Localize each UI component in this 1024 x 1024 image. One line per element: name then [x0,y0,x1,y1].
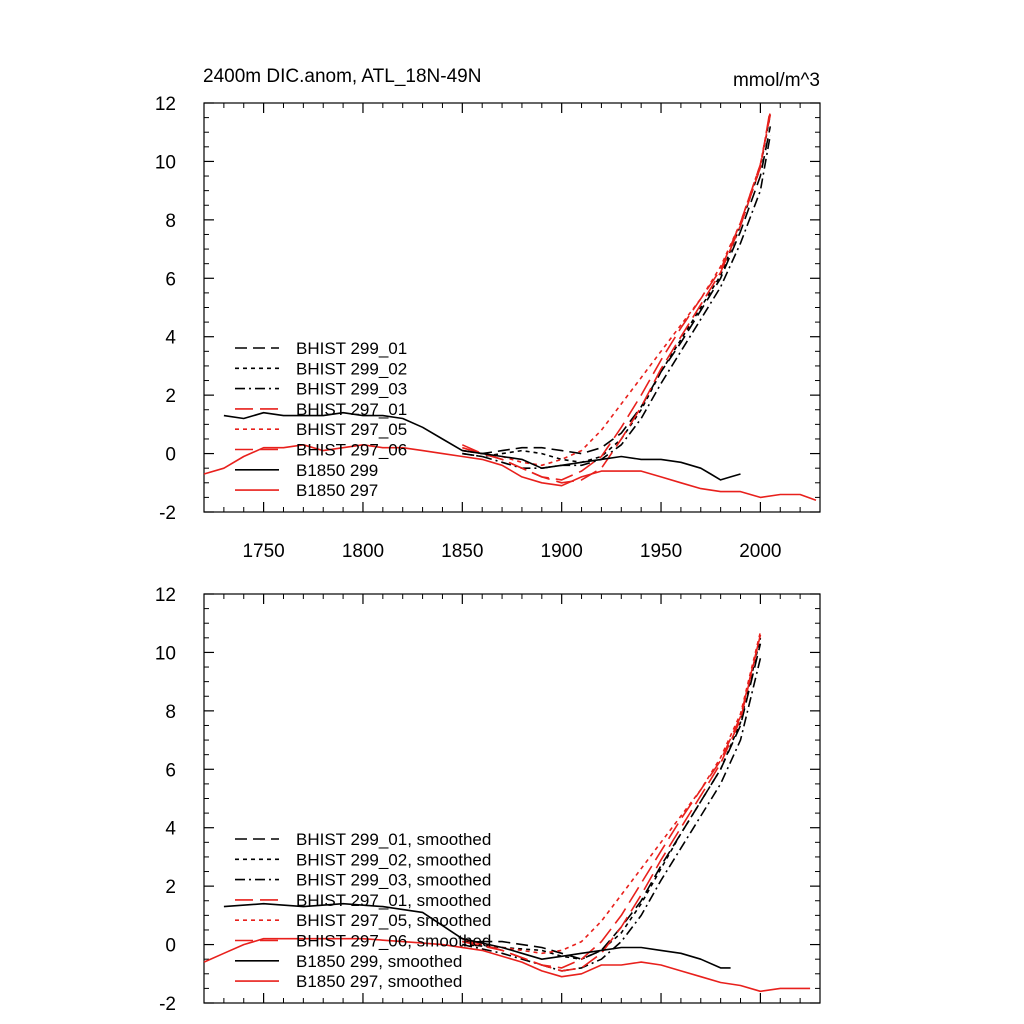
legend-label: BHIST 299_03 [296,380,407,399]
legend-label: BHIST 299_02, smoothed [296,850,491,869]
legend-label: BHIST 297_01, smoothed [296,891,491,910]
legend-label: B1850 299, smoothed [296,952,462,971]
y-tick-label: -2 [159,503,176,524]
legend-label: B1850 297 [296,481,378,500]
series-line [462,634,762,969]
y-tick-label: 0 [165,936,176,957]
series-line [203,443,817,502]
x-tick-label: 1850 [441,541,483,562]
series-line [462,637,762,961]
y-tick-label: 10 [155,643,176,664]
legend-label: BHIST 297_05, smoothed [296,911,491,930]
y-tick-label: 4 [165,819,176,840]
y-tick-label: 12 [155,94,176,115]
y-tick-label: -2 [159,994,176,1015]
legend-label: B1850 299 [296,461,378,480]
series-line [462,108,772,484]
series-line [462,111,772,467]
y-tick-label: 4 [165,328,176,349]
legend-label: BHIST 299_01 [296,339,407,358]
series-line [462,658,762,972]
x-tick-label: 1750 [242,541,284,562]
series-line [223,902,731,969]
series-line [203,937,811,993]
legend-label: B1850 297, smoothed [296,972,462,991]
units-label: mmol/m^3 [733,70,820,91]
legend-label: BHIST 297_06 [296,441,407,460]
y-tick-label: 10 [155,152,176,173]
series-line [462,643,762,961]
x-tick-label: 1800 [342,541,384,562]
legend-label: BHIST 297_05 [296,420,407,439]
y-tick-label: 8 [165,211,176,232]
legend-label: BHIST 297_01 [296,400,407,419]
y-tick-label: 6 [165,760,176,781]
y-tick-label: 2 [165,386,176,407]
x-tick-label: 2000 [739,541,781,562]
y-tick-label: 12 [155,585,176,606]
top-panel: -2 0 2 4 6 8 10 12 1750 1800 1850 1900 1950 2000 BHIST… [155,94,821,562]
y-tick-label: 0 [165,445,176,466]
series-line [462,634,762,972]
y-tick-label: 2 [165,877,176,898]
series-line [461,114,772,481]
legend-label: BHIST 297_06, smoothed [296,932,491,951]
x-tick-label: 1900 [541,541,583,562]
series-line [462,134,772,470]
legend-label: BHIST 299_03, smoothed [296,871,491,890]
y-tick-label: 6 [165,269,176,290]
legend-label: BHIST 299_02 [296,359,407,378]
legend-label: BHIST 299_01, smoothed [296,830,491,849]
series-line [462,631,762,955]
series-line [223,411,741,481]
y-tick-label: 8 [165,702,176,723]
series-line [462,126,772,455]
chart-title: 2400m DIC.anom, ATL_18N-49N [203,66,481,87]
x-tick-label: 1950 [640,541,682,562]
